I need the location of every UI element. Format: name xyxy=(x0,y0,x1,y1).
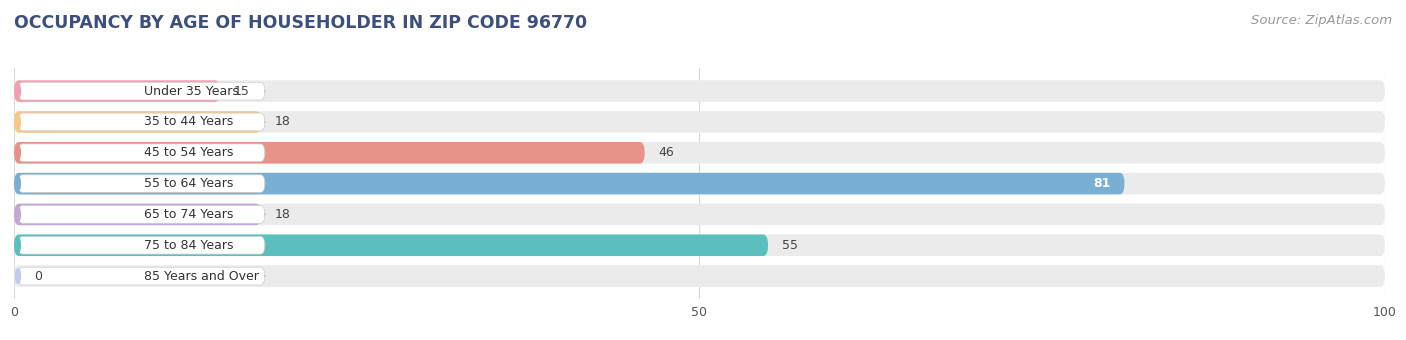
FancyBboxPatch shape xyxy=(18,144,264,162)
FancyBboxPatch shape xyxy=(14,111,262,133)
Text: 0: 0 xyxy=(35,270,42,283)
FancyBboxPatch shape xyxy=(14,111,1385,133)
FancyBboxPatch shape xyxy=(14,80,1385,102)
Text: 35 to 44 Years: 35 to 44 Years xyxy=(145,116,233,129)
Text: 18: 18 xyxy=(274,208,291,221)
FancyBboxPatch shape xyxy=(18,113,264,131)
Text: 75 to 84 Years: 75 to 84 Years xyxy=(145,239,233,252)
Text: 81: 81 xyxy=(1094,177,1111,190)
FancyBboxPatch shape xyxy=(18,267,264,285)
Text: OCCUPANCY BY AGE OF HOUSEHOLDER IN ZIP CODE 96770: OCCUPANCY BY AGE OF HOUSEHOLDER IN ZIP C… xyxy=(14,14,588,32)
FancyBboxPatch shape xyxy=(14,176,21,191)
FancyBboxPatch shape xyxy=(14,265,1385,287)
Text: 45 to 54 Years: 45 to 54 Years xyxy=(145,146,233,159)
Text: 18: 18 xyxy=(274,116,291,129)
Text: 65 to 74 Years: 65 to 74 Years xyxy=(145,208,233,221)
FancyBboxPatch shape xyxy=(14,204,1385,225)
Text: 15: 15 xyxy=(233,85,249,98)
FancyBboxPatch shape xyxy=(14,83,21,99)
FancyBboxPatch shape xyxy=(14,114,21,130)
FancyBboxPatch shape xyxy=(14,145,21,161)
FancyBboxPatch shape xyxy=(14,142,1385,164)
FancyBboxPatch shape xyxy=(18,82,264,100)
Text: 85 Years and Over: 85 Years and Over xyxy=(145,270,259,283)
FancyBboxPatch shape xyxy=(14,142,644,164)
FancyBboxPatch shape xyxy=(18,206,264,223)
Text: Source: ZipAtlas.com: Source: ZipAtlas.com xyxy=(1251,14,1392,27)
FancyBboxPatch shape xyxy=(14,206,21,222)
FancyBboxPatch shape xyxy=(14,173,1385,194)
Text: 55 to 64 Years: 55 to 64 Years xyxy=(145,177,233,190)
FancyBboxPatch shape xyxy=(18,236,264,254)
Text: Under 35 Years: Under 35 Years xyxy=(145,85,239,98)
FancyBboxPatch shape xyxy=(14,237,21,253)
FancyBboxPatch shape xyxy=(18,175,264,192)
FancyBboxPatch shape xyxy=(14,80,219,102)
FancyBboxPatch shape xyxy=(14,268,21,284)
FancyBboxPatch shape xyxy=(14,235,768,256)
Text: 46: 46 xyxy=(658,146,673,159)
FancyBboxPatch shape xyxy=(14,204,262,225)
FancyBboxPatch shape xyxy=(14,235,1385,256)
FancyBboxPatch shape xyxy=(14,173,1125,194)
Text: 55: 55 xyxy=(782,239,797,252)
